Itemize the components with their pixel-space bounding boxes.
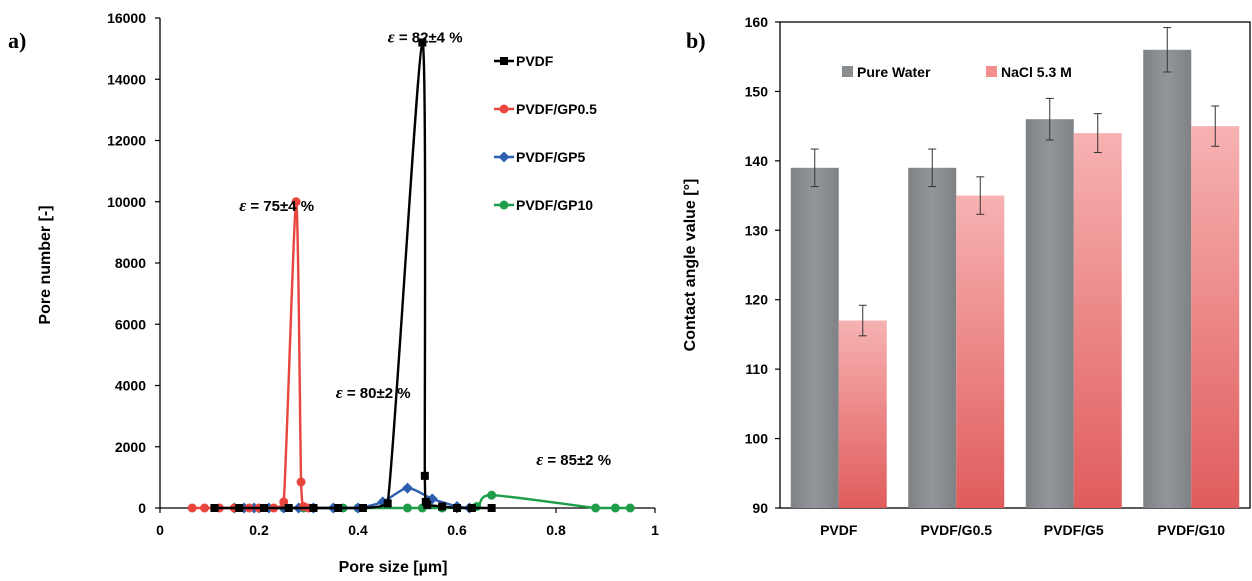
- y-tick-label-b: 160: [745, 14, 769, 30]
- y-tick-label-a: 4000: [115, 378, 146, 394]
- legend-label: PVDF/GP5: [516, 149, 585, 165]
- plot-frame-b: [779, 21, 1251, 509]
- y-tick-label-b: 100: [745, 431, 769, 447]
- data-point: [467, 504, 476, 512]
- panel-label-a: a): [8, 28, 26, 53]
- y-tick-label-b: 110: [745, 361, 768, 377]
- category-label: PVDF/G0.5: [920, 522, 992, 538]
- porosity-value: = 75±4 %: [246, 198, 314, 215]
- y-tick-label-b: 130: [745, 222, 769, 238]
- porosity-value: = 85±2 %: [543, 452, 611, 469]
- epsilon-symbol: ε: [336, 383, 343, 402]
- data-point: [487, 490, 497, 500]
- category-label: PVDF: [820, 522, 858, 538]
- y-tick-label-a: 14000: [107, 71, 146, 87]
- y-axis-label-a: Pore number [-]: [37, 205, 54, 324]
- data-point: [334, 504, 343, 512]
- series-pvdf: [210, 38, 496, 512]
- porosity-annotation: ε = 75±4 %: [239, 196, 314, 215]
- data-point: [358, 504, 367, 512]
- x-tick-label-a: 0: [156, 522, 164, 538]
- legend-marker: [498, 151, 510, 163]
- legend-label: PVDF/GP0.5: [516, 101, 597, 117]
- x-tick-label-a: 0.2: [249, 522, 269, 538]
- data-point: [187, 503, 197, 513]
- data-point: [284, 504, 293, 512]
- legend-marker: [500, 57, 508, 65]
- data-point: [309, 504, 318, 512]
- data-point: [625, 503, 635, 513]
- legend-label: Pure Water: [857, 64, 931, 80]
- data-point: [291, 197, 301, 207]
- data-point: [296, 477, 306, 487]
- y-tick-label-a: 2000: [115, 439, 146, 455]
- epsilon-symbol: ε: [239, 196, 246, 215]
- epsilon-symbol: ε: [536, 450, 543, 469]
- series-line: [214, 41, 492, 510]
- bar: [838, 320, 887, 508]
- y-tick-label-b: 150: [745, 83, 769, 99]
- legend-marker: [499, 200, 509, 210]
- category-label: PVDF/G5: [1044, 522, 1104, 538]
- bar: [790, 167, 839, 509]
- bar: [1073, 133, 1122, 509]
- y-tick-label-a: 6000: [115, 316, 146, 332]
- y-tick-label-b: 90: [752, 500, 768, 516]
- data-point: [383, 499, 392, 508]
- data-point: [210, 504, 219, 512]
- porosity-value: = 80±2 %: [343, 385, 411, 402]
- bar: [1191, 126, 1240, 509]
- legend-swatch: [842, 66, 853, 77]
- data-point: [453, 504, 461, 512]
- y-tick-label-a: 16000: [107, 10, 146, 26]
- legend-label: PVDF: [516, 53, 554, 69]
- epsilon-symbol: ε: [388, 28, 395, 47]
- bar: [1143, 49, 1192, 509]
- data-point: [259, 504, 268, 512]
- y-axis-label-b: Contact angle value [°]: [682, 179, 699, 352]
- legend-swatch: [986, 66, 997, 77]
- series-pvdf-gp0-5: [187, 197, 313, 513]
- data-point: [438, 502, 447, 511]
- bar: [956, 195, 1005, 509]
- data-point: [235, 504, 244, 512]
- panel-label-b: b): [686, 28, 706, 53]
- y-tick-label-a: 8000: [115, 255, 146, 271]
- data-point: [610, 503, 620, 513]
- legend-label: PVDF/GP10: [516, 197, 593, 213]
- contact-angle-chart: b) 90 100 110 120 130 140 150 160 PVDF PVDF/G0.5…: [682, 14, 1251, 538]
- porosity-value: = 82±4 %: [395, 30, 463, 47]
- y-tick-label-b: 140: [745, 153, 769, 169]
- porosity-annotation: ε = 82±4 %: [388, 28, 463, 47]
- bar: [1025, 119, 1074, 508]
- y-tick-label-b: 120: [745, 292, 769, 308]
- data-point: [487, 504, 496, 512]
- x-tick-label-a: 0.8: [546, 522, 566, 538]
- y-tick-label-a: 12000: [107, 133, 146, 149]
- data-point: [402, 482, 413, 494]
- data-point: [200, 503, 210, 513]
- data-point: [418, 38, 427, 47]
- pore-size-chart: a) 0 2000 4000 6000 8000 10000 12000 14000 16000…: [8, 10, 659, 576]
- legend-marker: [499, 104, 509, 114]
- bar: [908, 167, 957, 509]
- x-tick-label-a: 1: [651, 522, 659, 538]
- series-line: [192, 200, 309, 510]
- data-point: [420, 471, 429, 480]
- porosity-annotation: ε = 80±2 %: [336, 383, 411, 402]
- y-tick-label-a: 10000: [107, 194, 146, 210]
- x-tick-label-a: 0.6: [447, 522, 467, 538]
- y-tick-label-a: 0: [138, 500, 146, 516]
- x-tick-label-a: 0.4: [348, 522, 368, 538]
- x-axis-label-a: Pore size [µm]: [339, 559, 448, 576]
- legend-label: NaCl 5.3 M: [1001, 64, 1072, 80]
- data-point: [423, 500, 432, 509]
- data-point: [403, 503, 412, 513]
- data-point: [591, 503, 601, 513]
- category-label: PVDF/G10: [1157, 522, 1225, 538]
- porosity-annotation: ε = 85±2 %: [536, 450, 611, 469]
